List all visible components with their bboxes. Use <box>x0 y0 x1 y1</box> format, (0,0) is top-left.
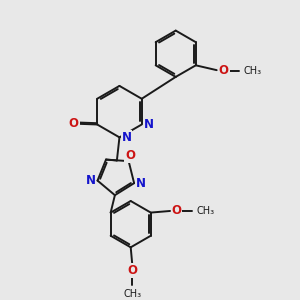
Text: CH₃: CH₃ <box>123 289 141 299</box>
Text: O: O <box>172 205 182 218</box>
Text: CH₃: CH₃ <box>196 206 214 216</box>
Text: O: O <box>219 64 229 77</box>
Text: CH₃: CH₃ <box>243 66 261 76</box>
Text: O: O <box>127 264 137 277</box>
Text: O: O <box>125 149 135 162</box>
Text: N: N <box>144 118 154 131</box>
Text: N: N <box>136 177 146 190</box>
Text: N: N <box>85 174 95 187</box>
Text: O: O <box>69 117 79 130</box>
Text: N: N <box>122 131 131 144</box>
